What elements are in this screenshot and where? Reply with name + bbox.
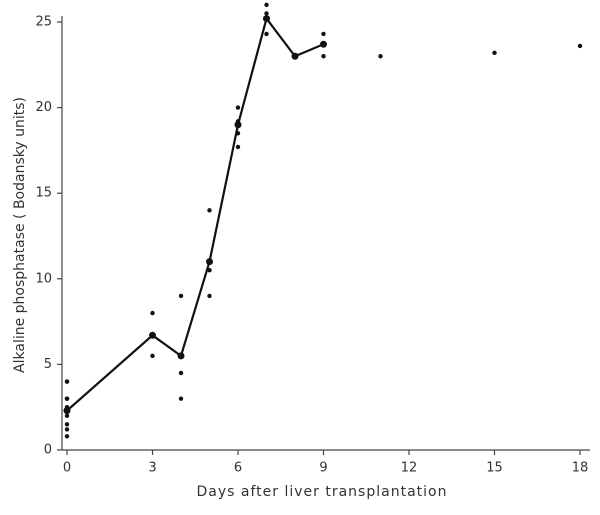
observation [64, 434, 70, 439]
observation [150, 353, 155, 359]
observation [492, 50, 497, 56]
mean-point [320, 40, 327, 48]
x-tick-label: 9 [319, 461, 327, 476]
observation [264, 11, 269, 16]
y-tick-label: 0 [44, 443, 52, 458]
observation [292, 54, 298, 59]
observation [64, 422, 70, 427]
observation [264, 31, 269, 37]
observation [235, 131, 241, 136]
x-tick-label: 15 [486, 461, 503, 476]
y-tick-label: 10 [35, 271, 52, 286]
observation [378, 54, 383, 59]
x-tick-label: 0 [63, 461, 71, 476]
mean-point [177, 352, 185, 360]
observation [178, 293, 184, 299]
observation [235, 119, 241, 124]
observation [321, 54, 326, 59]
y-tick-label: 15 [35, 186, 52, 201]
observation [235, 105, 241, 110]
observation [178, 396, 184, 401]
x-axis-label: Days after liver transplantation [197, 484, 448, 500]
observation [64, 413, 70, 418]
x-tick-label: 12 [401, 461, 418, 476]
x-tick-label: 6 [234, 461, 242, 476]
mean-point [63, 407, 71, 415]
y-tick-label: 20 [35, 100, 52, 115]
observation [64, 427, 70, 432]
x-tick-label: 3 [148, 461, 156, 476]
y-axis-label: Alkaline phosphatase ( Bodansky units) [12, 97, 28, 373]
observation [64, 405, 70, 410]
y-tick-label: 5 [44, 357, 52, 372]
observation [150, 310, 155, 316]
observation [577, 43, 583, 49]
mean-line [66, 17, 324, 412]
observation [64, 379, 70, 384]
observation [321, 31, 326, 37]
observation [264, 2, 269, 8]
x-tick-label: 18 [572, 461, 589, 476]
observation [150, 333, 155, 338]
observation [178, 370, 184, 376]
y-tick-label: 25 [35, 15, 52, 30]
observation [207, 293, 212, 299]
observation [64, 396, 70, 401]
observation [207, 208, 212, 213]
observation [207, 268, 212, 273]
mean-point [234, 121, 242, 129]
mean-point [206, 258, 213, 266]
observation [235, 144, 241, 150]
mean-point [263, 15, 270, 23]
